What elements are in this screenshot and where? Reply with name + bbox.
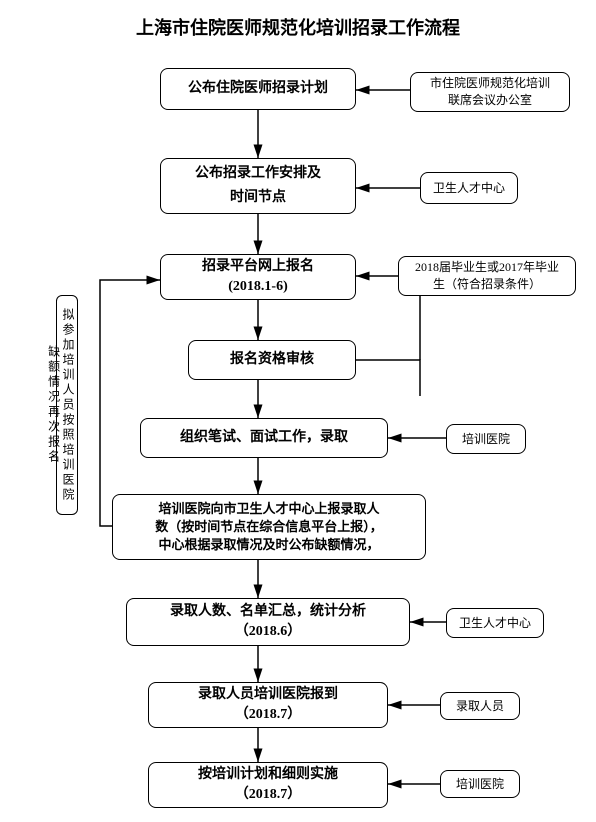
node-label: 录取人员培训医院报到 (198, 685, 338, 705)
side-committee-office: 市住院医师规范化培训 联席会议办公室 (410, 72, 570, 112)
node-summary-analysis: 录取人数、名单汇总，统计分析 （2018.6） (126, 598, 410, 646)
flowchart-canvas: 上海市住院医师规范化培训招录工作流程 公布住院医师招录计划 公布招录工作安排及 … (0, 0, 596, 822)
node-label: 报名资格审核 (230, 350, 314, 370)
node-label: 培训医院向市卫生人才中心上报录取人 (158, 500, 379, 518)
side-label: 2018届毕业生或2017年毕业 (415, 259, 559, 276)
node-label: （2018.7） (235, 705, 302, 725)
node-label: 录取人数、名单汇总，统计分析 (170, 602, 366, 622)
side-training-hospital-1: 培训医院 (446, 424, 526, 454)
node-label: 公布招录工作安排及 (195, 164, 321, 184)
node-report-quota: 培训医院向市卫生人才中心上报录取人 数（按时间节点在综合信息平台上报）， 中心根… (112, 494, 426, 560)
node-checkin: 录取人员培训医院报到 （2018.7） (148, 682, 388, 728)
node-publish-schedule: 公布招录工作安排及 时间节点 (160, 158, 356, 214)
node-label: 组织笔试、面试工作，录取 (180, 428, 348, 448)
node-online-apply: 招录平台网上报名 (2018.1-6) (160, 254, 356, 300)
side-label: 培训医院 (462, 431, 510, 448)
node-qualification-review: 报名资格审核 (188, 340, 356, 380)
node-label: 招录平台网上报名 (202, 257, 314, 277)
node-label: 按培训计划和细则实施 (198, 765, 338, 785)
side-health-center-2: 卫生人才中心 (446, 608, 544, 638)
node-label: 中心根据录取情况及时公布缺额情况， (158, 536, 379, 554)
node-label: 时间节点 (230, 188, 286, 208)
page-title: 上海市住院医师规范化培训招录工作流程 (0, 14, 596, 40)
side-label: 卫生人才中心 (433, 180, 505, 197)
side-training-hospital-2: 培训医院 (440, 770, 520, 798)
side-label: 培训医院 (456, 776, 504, 793)
feedback-text: 拟参加培训人员按照培训医院缺额情况再次报名 (47, 308, 75, 503)
node-label: (2018.1-6) (228, 277, 288, 297)
side-label: 生（符合招录条件） (433, 276, 541, 293)
side-graduates: 2018届毕业生或2017年毕业 生（符合招录条件） (398, 256, 576, 296)
node-label: （2018.6） (235, 622, 302, 642)
node-publish-plan: 公布住院医师招录计划 (160, 68, 356, 110)
node-implement: 按培训计划和细则实施 （2018.7） (148, 762, 388, 808)
side-label: 市住院医师规范化培训 (430, 75, 550, 92)
node-label: 公布住院医师招录计划 (188, 79, 328, 99)
node-exam-interview: 组织笔试、面试工作，录取 (140, 418, 388, 458)
side-label: 录取人员 (456, 698, 504, 715)
side-health-center-1: 卫生人才中心 (420, 172, 518, 204)
side-label: 联席会议办公室 (448, 92, 532, 109)
side-admitted-person: 录取人员 (440, 692, 520, 720)
node-label: 数（按时间节点在综合信息平台上报）， (155, 518, 383, 536)
node-label: （2018.7） (235, 785, 302, 805)
side-label: 卫生人才中心 (459, 615, 531, 632)
feedback-loop-label: 拟参加培训人员按照培训医院缺额情况再次报名 (56, 295, 78, 515)
